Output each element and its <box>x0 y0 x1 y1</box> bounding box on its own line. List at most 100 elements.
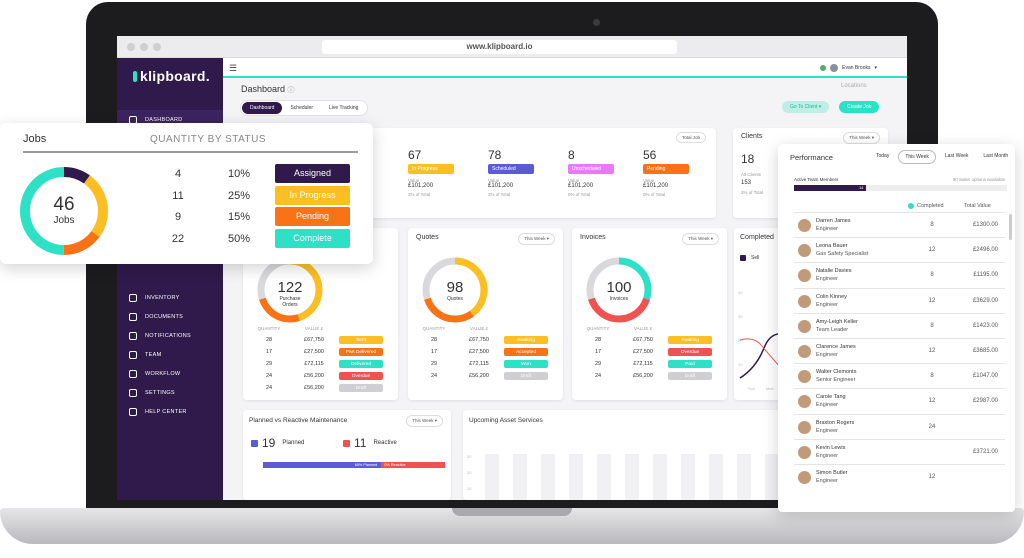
status-badge[interactable]: Delivered <box>339 360 383 368</box>
sidebar-item-notifications[interactable]: NOTIFICATIONS <box>117 326 223 345</box>
status-badge[interactable]: Assigned <box>275 164 350 183</box>
clients-period-select[interactable]: This Week ▾ <box>843 132 880 144</box>
create-job-button[interactable]: Create Job <box>839 101 880 113</box>
tab-today[interactable]: Today <box>876 153 890 159</box>
sidebar-item-help-center[interactable]: HELP CENTER <box>117 402 223 421</box>
list-item[interactable]: Walter Clemonts Senior Engineer 8 £1047.00 <box>794 363 1005 388</box>
status-badge[interactable]: Pending <box>275 207 350 226</box>
clients-value: 153 <box>741 180 752 186</box>
donut-segment[interactable] <box>422 257 488 323</box>
list-item[interactable]: Simon Butler Engineer 12 <box>794 463 1005 489</box>
panel-period-select[interactable]: This Week ▾ <box>682 233 719 245</box>
brand-logo[interactable]: klipboard. <box>133 68 210 84</box>
status-column-in-progress[interactable]: 67 In Progress Value £101,200 3% of Tota… <box>408 148 488 197</box>
status-badge[interactable]: Sent <box>339 336 383 344</box>
sidebar-item-label: DOCUMENTS <box>145 313 184 320</box>
user-menu[interactable]: Evan Brooks ▾ <box>820 64 877 72</box>
status-badge[interactable]: Awaiting <box>504 336 548 344</box>
status-badge[interactable]: Overdue <box>339 372 383 380</box>
total-job-chip[interactable]: Total Job <box>675 132 706 143</box>
status-badge[interactable]: Overdue <box>668 348 712 356</box>
scrollbar[interactable] <box>1009 214 1012 240</box>
list-item[interactable]: Colin Kinney Engineer 12 £3629.00 <box>794 287 1005 313</box>
tab-last-week[interactable]: Last Week <box>944 153 969 159</box>
donut-segment[interactable] <box>586 257 652 323</box>
table-row[interactable]: 24 £56,200 Overdue <box>249 370 393 382</box>
y-tick: 30 <box>467 454 472 459</box>
status-badge[interactable]: In Progress <box>275 185 350 205</box>
status-badge[interactable]: Draft <box>339 384 383 392</box>
table-row[interactable]: 28 £67,750 Awaiting <box>578 334 722 346</box>
donut-segment-pending[interactable] <box>20 167 108 255</box>
sidebar-item-documents[interactable]: DOCUMENTS <box>117 307 223 326</box>
donut-segment[interactable] <box>257 257 323 323</box>
jobs-summary-card: Jobs QUANTITY BY STATUS 46 Jobs 4 10% Assi… <box>0 123 373 264</box>
list-item[interactable]: Clarence James Engineer 12 £3685.00 <box>794 337 1005 363</box>
status-column-unscheduled[interactable]: 8 Unscheduled Value £101,200 0% of Total <box>568 148 648 197</box>
info-icon[interactable]: ⓘ <box>287 87 295 94</box>
tab-dashboard[interactable]: Dashboard <box>242 102 283 114</box>
close-window-icon[interactable] <box>127 43 135 51</box>
value-header: VALUE £ <box>304 326 324 331</box>
list-item[interactable]: Darren James Engineer 8 £1300.00 <box>794 212 1005 237</box>
donut-segment[interactable] <box>586 257 652 323</box>
status-badge[interactable]: Accepted <box>504 348 548 356</box>
tab-scheduler[interactable]: Scheduler <box>290 105 313 111</box>
list-item[interactable]: Natalie Davies Engineer 8 £1195.00 <box>794 262 1005 287</box>
url-bar[interactable]: www.klipboard.io <box>322 40 677 54</box>
chevron-down-icon[interactable]: ▾ <box>874 65 877 71</box>
status-badge[interactable]: Awaiting <box>668 336 712 344</box>
donut-segment[interactable] <box>422 257 488 323</box>
table-row[interactable]: 24 £56,200 Draft <box>249 382 393 394</box>
tab-last-month[interactable]: Last Month <box>983 153 1009 159</box>
reactive-stat: 11 Reactive <box>343 436 397 450</box>
table-row[interactable]: 29 £72,115 Won <box>414 358 558 370</box>
status-badge[interactable]: Draft <box>668 372 712 380</box>
jobs-status-row[interactable]: 9 15% Pending <box>0 206 373 230</box>
menu-icon[interactable]: ☰ <box>229 63 238 73</box>
go-to-client-button[interactable]: Go To Client ▾ <box>782 101 830 113</box>
status-column-scheduled[interactable]: 78 Scheduled Value £101,200 3% of Total <box>488 148 568 197</box>
list-item[interactable]: Leona Bauer Gas Safety Specialist 12 £2496.… <box>794 237 1005 262</box>
list-item[interactable]: Kevin Lewis Engineer £3721.00 <box>794 438 1005 464</box>
tab-this-week[interactable]: This Week <box>898 150 936 164</box>
table-row[interactable]: 24 £56,200 Draft <box>414 370 558 382</box>
sidebar-item-inventory[interactable]: INVENTORY <box>117 288 223 307</box>
list-item[interactable]: Braxton Rogers Engineer 24 <box>794 413 1005 439</box>
jobs-status-row[interactable]: 22 50% Complete <box>0 228 373 252</box>
status-badge[interactable]: Paid <box>668 360 712 368</box>
status-badge[interactable]: Complete <box>275 228 350 248</box>
list-item[interactable]: Amy-Leigh Keller Team Leader 8 £1423.00 <box>794 312 1005 338</box>
sidebar-item-label: INVENTORY <box>145 294 180 301</box>
panel-period-select[interactable]: This Week ▾ <box>518 233 555 245</box>
table-row[interactable]: 24 £56,200 Draft <box>578 370 722 382</box>
sidebar-item-settings[interactable]: SETTINGS <box>117 383 223 402</box>
table-row[interactable]: 29 £72,115 Paid <box>578 358 722 370</box>
sidebar-item-workflow[interactable]: WORKFLOW <box>117 364 223 383</box>
locations-label[interactable]: Locations <box>841 83 867 89</box>
avatar[interactable] <box>830 64 839 72</box>
donut-segment-complete[interactable] <box>20 167 108 255</box>
status-badge[interactable]: Won <box>504 360 548 368</box>
table-row[interactable]: 29 £72,115 Delivered <box>249 358 393 370</box>
planned-reactive-bar: 65% Planned 0% Reactive <box>263 462 445 468</box>
list-item[interactable]: Carole Tang Engineer 12 £2987.00 <box>794 388 1005 413</box>
member-name: Clarence James <box>816 343 856 350</box>
table-row[interactable]: 17 £27,500 Part Delivered <box>249 346 393 358</box>
table-row[interactable]: 28 £67,750 Sent <box>249 334 393 346</box>
tab-live-tracking[interactable]: Live Tracking <box>328 105 359 111</box>
sidebar-item-team[interactable]: TEAM <box>117 345 223 364</box>
status-column-pending[interactable]: 56 Pending Value £101,200 0% of Total <box>643 148 723 197</box>
table-row[interactable]: 17 £27,500 Accepted <box>414 346 558 358</box>
table-row[interactable]: 17 £27,500 Overdue <box>578 346 722 358</box>
jobs-status-row[interactable]: 11 25% In Progress <box>0 185 373 209</box>
status-badge[interactable]: Draft <box>504 372 548 380</box>
planned-period-select[interactable]: This Week ▾ <box>406 415 443 427</box>
minimize-window-icon[interactable] <box>140 43 148 51</box>
status-badge[interactable]: Part Delivered <box>339 348 383 356</box>
donut-segment-in-progress[interactable] <box>20 167 108 255</box>
table-row[interactable]: 28 £67,750 Awaiting <box>414 334 558 346</box>
maximize-window-icon[interactable] <box>153 43 161 51</box>
jobs-status-row[interactable]: 4 10% Assigned <box>0 163 373 187</box>
notification-bell-icon[interactable] <box>820 65 827 71</box>
